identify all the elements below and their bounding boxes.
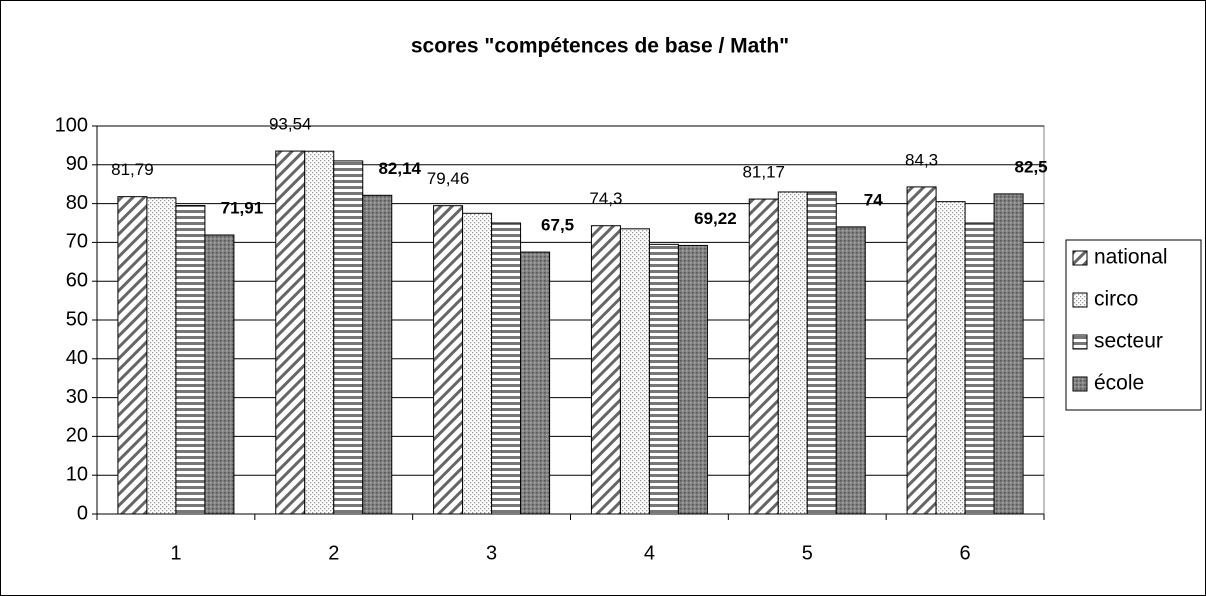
- data-label: 67,5: [541, 216, 574, 235]
- y-tick-label: 70: [66, 231, 88, 253]
- bar: [835, 226, 866, 515]
- bar: [433, 205, 464, 515]
- data-label: 79,46: [427, 169, 470, 188]
- data-label: 71,91: [221, 198, 264, 217]
- data-label: 82,14: [378, 159, 421, 178]
- bar: [146, 197, 177, 515]
- data-label: 81,17: [742, 163, 785, 182]
- x-tick-label: 5: [802, 542, 813, 564]
- data-label: 82,5: [1015, 157, 1048, 176]
- x-tick-label: 6: [960, 542, 971, 564]
- bar: [520, 251, 551, 515]
- legend-label: national: [1094, 246, 1168, 269]
- bar: [906, 186, 937, 515]
- x-tick-label: 3: [486, 542, 497, 564]
- data-label: 74: [864, 190, 883, 209]
- bar: [648, 243, 679, 515]
- y-tick-label: 0: [77, 502, 88, 524]
- y-tick-label: 90: [66, 153, 88, 175]
- x-tick-label: 4: [644, 542, 655, 564]
- data-label: 74,3: [589, 189, 622, 208]
- y-tick-label: 30: [66, 386, 88, 408]
- legend-swatch: [1072, 292, 1088, 308]
- legend-label: école: [1094, 372, 1144, 395]
- bar: [935, 201, 966, 515]
- bar: [204, 234, 235, 515]
- legend-swatch: [1072, 334, 1088, 350]
- y-tick-label: 50: [66, 308, 88, 330]
- bar: [491, 222, 522, 515]
- data-label: 81,79: [111, 160, 154, 179]
- legend-label: secteur: [1094, 330, 1163, 353]
- bar: [806, 191, 837, 515]
- y-tick-label: 40: [66, 347, 88, 369]
- bar: [677, 244, 708, 515]
- legend: [1065, 239, 1202, 411]
- bar: [275, 150, 306, 515]
- bar: [748, 198, 779, 515]
- legend-swatch: [1072, 250, 1088, 266]
- legend-swatch: [1072, 376, 1088, 392]
- bar: [964, 222, 995, 515]
- bar: [993, 193, 1024, 515]
- bar: [362, 194, 393, 515]
- bar: [462, 212, 493, 515]
- y-tick-label: 100: [55, 114, 88, 136]
- y-tick-label: 10: [66, 463, 88, 485]
- bar: [777, 191, 808, 515]
- bar: [590, 225, 621, 515]
- bar: [175, 205, 206, 515]
- data-label: 93,54: [269, 115, 312, 134]
- bar: [117, 196, 148, 515]
- data-label: 69,22: [694, 209, 737, 228]
- legend-label: circo: [1094, 288, 1138, 311]
- y-tick-label: 60: [66, 269, 88, 291]
- data-label: 84,3: [905, 150, 938, 169]
- chart-title: scores "compétences de base / Math": [411, 35, 789, 58]
- bar: [619, 228, 650, 515]
- y-tick-label: 80: [66, 192, 88, 214]
- x-tick-label: 1: [170, 542, 181, 564]
- bar: [304, 150, 335, 515]
- x-tick-label: 2: [328, 542, 339, 564]
- bar: [333, 160, 364, 515]
- y-tick-label: 20: [66, 425, 88, 447]
